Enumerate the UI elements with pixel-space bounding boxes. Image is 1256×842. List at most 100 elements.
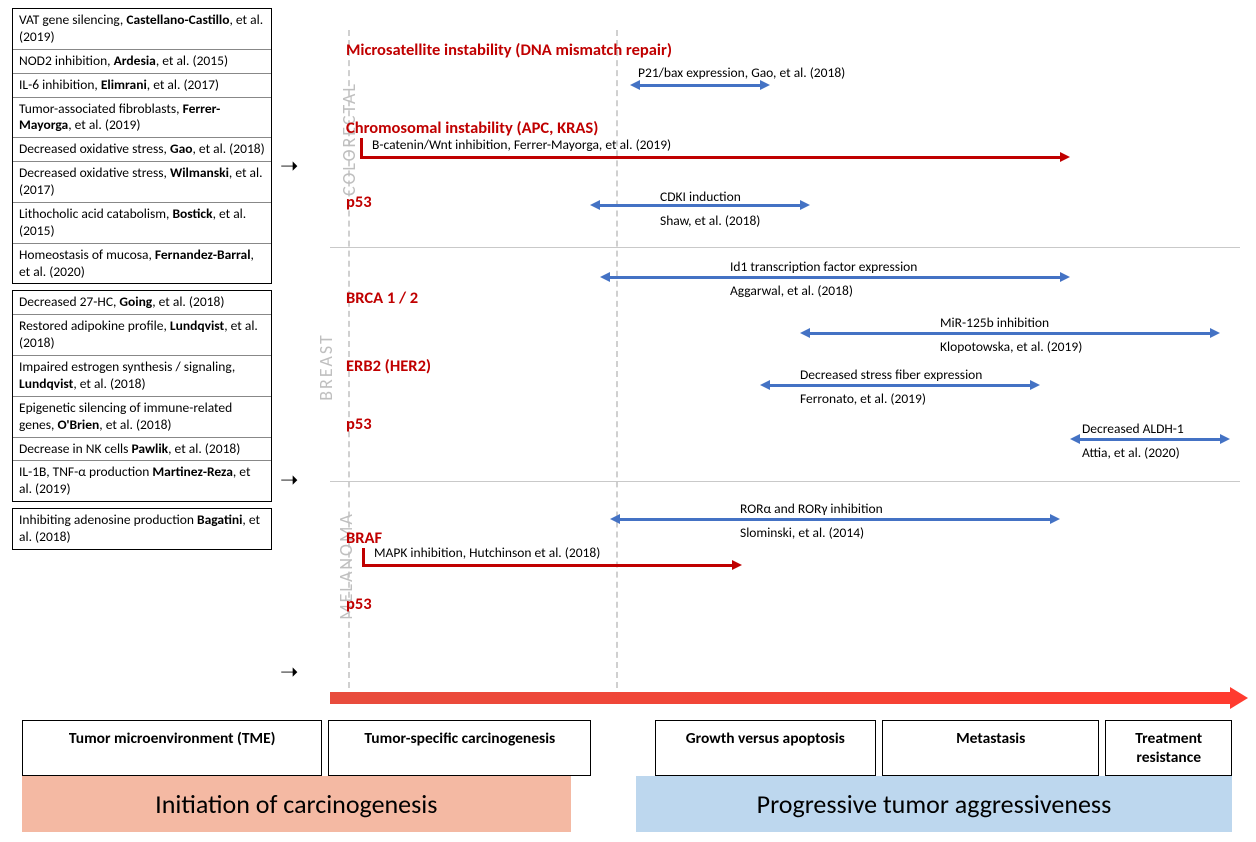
connector-arrow-melanoma: ➝ <box>280 658 298 685</box>
track-breast: BREASTBRCA 1 / 2ERB2 (HER2)p53Id1 transc… <box>330 252 1240 482</box>
ref-topic: NOD2 inhibition, <box>19 52 111 69</box>
track-body: Microsatellite instability (DNA mismatch… <box>340 30 1240 248</box>
ref-topic: Lithocholic acid catabolism, <box>19 205 169 222</box>
pathway-heading: BRCA 1 / 2 <box>346 288 418 308</box>
stage-cell: Metastasis <box>882 720 1099 776</box>
arrow-label-top: P21/bax expression, Gao, et al. (2018) <box>638 64 845 81</box>
stage-cell: Growth versus apoptosis <box>655 720 876 776</box>
ref-author: Elimrani <box>101 76 147 93</box>
blue-range-arrow <box>640 84 760 87</box>
ref-year: , et al. (2017) <box>147 76 219 93</box>
ref-author: Lundqvist <box>19 375 73 392</box>
ref-topic: Decrease in NK cells <box>19 440 128 457</box>
ref-author: Castellano-Castillo <box>126 11 229 28</box>
red-arrow-label: B-catenin/Wnt inhibition, Ferrer-Mayorga… <box>372 136 671 153</box>
red-arrow-label: MAPK inhibition, Hutchinson et al. (2018… <box>374 544 600 561</box>
pathway-heading: p53 <box>346 594 372 614</box>
ref-item: Decreased oxidative stress, Gao, et al. … <box>13 138 271 162</box>
ref-item: IL-1B, TNF-α production Martinez-Reza, e… <box>13 461 271 501</box>
pathway-heading: p53 <box>346 414 372 434</box>
ref-author: Wilmanski <box>170 164 229 181</box>
arrow-label-top: Decreased stress fiber expression <box>800 366 982 383</box>
phase-cell: Initiation of carcinogenesis <box>22 776 571 832</box>
blue-range-arrow <box>770 384 1030 387</box>
red-progress-arrow <box>360 156 1060 159</box>
ref-item: Lithocholic acid catabolism, Bostick, et… <box>13 203 271 244</box>
ref-year: , et al. (2018) <box>152 293 224 310</box>
ref-topic: Inhibiting adenosine production <box>19 511 194 528</box>
ref-year: , et al. (2015) <box>156 52 228 69</box>
blue-range-arrow <box>610 276 1060 279</box>
blue-range-arrow <box>620 518 1050 521</box>
ref-author: Lundqvist <box>170 317 224 334</box>
ref-topic: Impaired estrogen synthesis / signaling, <box>19 358 235 375</box>
ref-author: Bagatini <box>197 511 242 528</box>
ref-item: Epigenetic silencing of immune-related g… <box>13 397 271 438</box>
left-reference-column: VAT gene silencing, Castellano-Castillo,… <box>12 8 272 556</box>
pathway-heading: Chromosomal instability (APC, KRAS) <box>346 118 598 138</box>
arrow-label-top: Id1 transcription factor expression <box>730 258 917 275</box>
ref-topic: Decreased 27-HC, <box>19 293 116 310</box>
ref-topic: Decreased oxidative stress, <box>19 140 167 157</box>
red-arrow-drop <box>362 548 365 564</box>
timeline-axis <box>330 692 1230 704</box>
ref-author: Pawlik <box>131 440 168 457</box>
stage-cell: Tumor-specific carcinogenesis <box>328 720 591 776</box>
ref-topic: VAT gene silencing, <box>19 11 123 28</box>
stage-row: Tumor microenvironment (TME)Tumor-specif… <box>22 720 1232 776</box>
arrow-label-bottom: Ferronato, et al. (2019) <box>800 390 926 407</box>
phase-row: Initiation of carcinogenesisProgressive … <box>22 776 1232 832</box>
red-progress-arrow <box>362 564 732 567</box>
main-tracks-area: COLORECTALMicrosatellite instability (DN… <box>330 30 1240 700</box>
arrow-label-top: Decreased ALDH-1 <box>1082 420 1184 437</box>
ref-item: Homeostasis of mucosa, Fernandez-Barral,… <box>13 244 271 284</box>
ref-item: Decreased oxidative stress, Wilmanski, e… <box>13 162 271 203</box>
stage-gap <box>597 720 648 776</box>
arrow-label-bottom: Slominski, et al. (2014) <box>740 524 864 541</box>
ref-year: , et al. (2018) <box>99 416 171 433</box>
ref-topic: IL-1B, TNF-α production <box>19 463 149 480</box>
ref-author: Going <box>119 293 152 310</box>
ref-item: Decreased 27-HC, Going, et al. (2018) <box>13 291 271 315</box>
ref-item: Impaired estrogen synthesis / signaling,… <box>13 356 271 397</box>
ref-year: , et al. (2018) <box>193 140 265 157</box>
track-colorectal: COLORECTALMicrosatellite instability (DN… <box>330 30 1240 248</box>
ref-item: Restored adipokine profile, Lundqvist, e… <box>13 315 271 356</box>
ref-item: Tumor-associated fibroblasts, Ferrer-May… <box>13 98 271 139</box>
ref-item: NOD2 inhibition, Ardesia, et al. (2015) <box>13 50 271 74</box>
track-label: BREAST <box>315 333 337 401</box>
ref-topic: Decreased oxidative stress, <box>19 164 167 181</box>
ref-year: , et al. (2018) <box>168 440 240 457</box>
ref-year: , et al. (2019) <box>68 116 140 133</box>
ref-year: , et al. (2018) <box>73 375 145 392</box>
arrow-label-bottom: Aggarwal, et al. (2018) <box>730 282 853 299</box>
ref-author: Bostick <box>172 205 212 222</box>
pathway-heading: Microsatellite instability (DNA mismatch… <box>346 40 672 60</box>
phase-gap <box>579 776 628 832</box>
arrow-label-bottom: Shaw, et al. (2018) <box>660 212 760 229</box>
track-body: BRCA 1 / 2 ERB2 (HER2) p53 Id1 transcriptio… <box>340 252 1240 482</box>
stage-cell: Treatment resistance <box>1105 720 1232 776</box>
ref-item: IL-6 inhibition, Elimrani, et al. (2017) <box>13 74 271 98</box>
arrow-label-top: RORα and RORγ inhibition <box>740 500 883 517</box>
ref-item: VAT gene silencing, Castellano-Castillo,… <box>13 9 271 50</box>
ref-author: Gao <box>170 140 193 157</box>
ref-author: O'Brien <box>57 416 99 433</box>
ref-author: Martinez-Reza <box>152 463 233 480</box>
pathway-heading: p53 <box>346 192 372 212</box>
ref-topic: Homeostasis of mucosa, <box>19 246 152 263</box>
arrow-label-top: CDKI induction <box>660 188 741 205</box>
connector-arrow-breast: ➝ <box>280 466 298 493</box>
ref-author: Fernandez-Barral <box>155 246 251 263</box>
arrow-label-bottom: Klopotowska, et al. (2019) <box>940 338 1082 355</box>
red-arrow-drop <box>360 138 363 156</box>
ref-author: Ardesia <box>114 52 156 69</box>
track-melanoma: MELANOMABRAFp53RORα and RORγ inhibitionS… <box>330 486 1240 646</box>
connector-arrow-colorectal: ➝ <box>280 152 298 179</box>
ref-item: Decrease in NK cells Pawlik, et al. (201… <box>13 438 271 462</box>
arrow-label-top: MiR-125b inhibition <box>940 314 1049 331</box>
ref-topic: IL-6 inhibition, <box>19 76 98 93</box>
pathway-heading: ERB2 (HER2) <box>346 356 431 376</box>
melanoma-refs-box: Inhibiting adenosine production Bagatini… <box>12 508 272 550</box>
blue-range-arrow <box>1080 438 1220 441</box>
